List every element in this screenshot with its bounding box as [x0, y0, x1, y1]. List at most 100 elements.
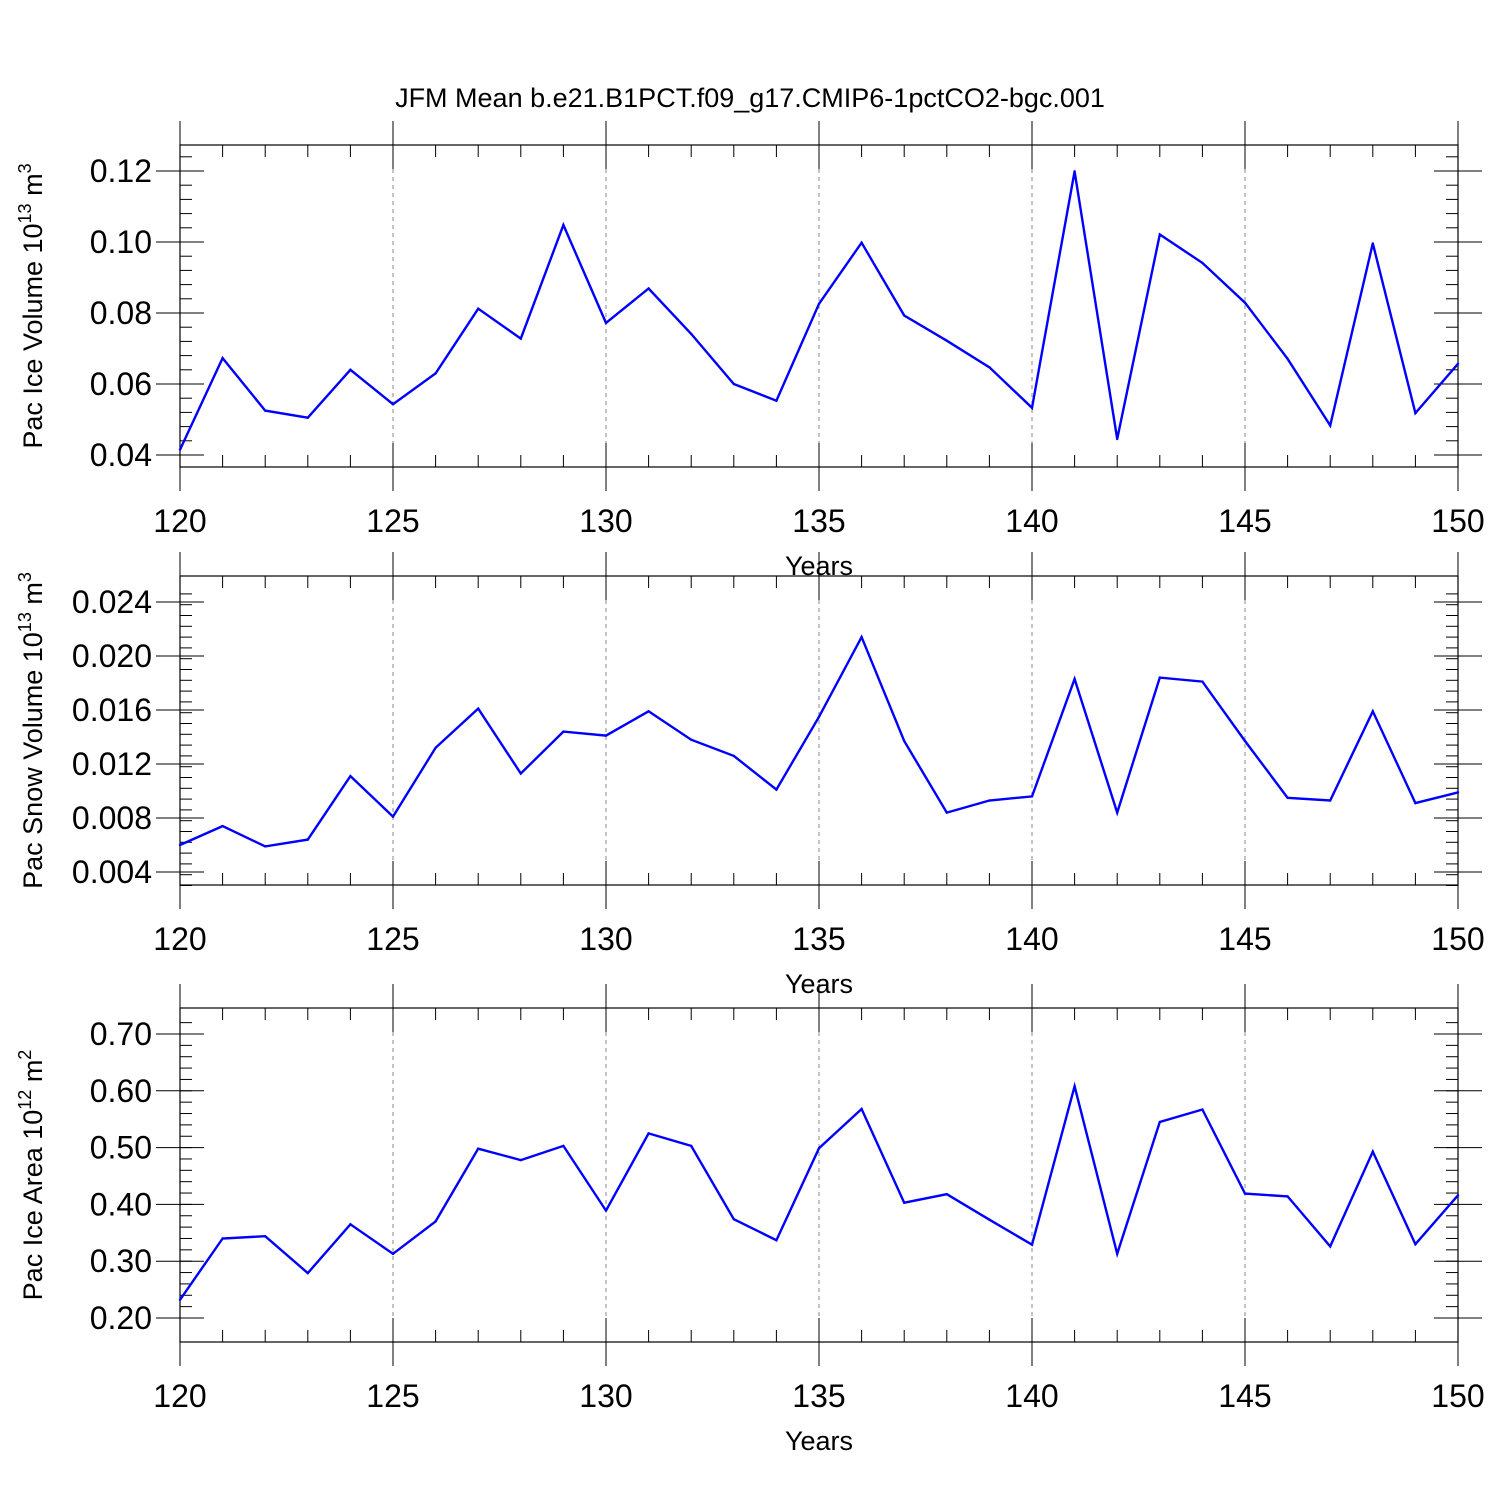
- data-point: [306, 416, 309, 419]
- y-tick-label: 0.50: [90, 1130, 152, 1166]
- data-point: [1030, 406, 1034, 409]
- data-point: [264, 409, 267, 412]
- data-point: [1073, 677, 1076, 681]
- y-tick-label: 0.20: [90, 1300, 152, 1336]
- x-tick-label: 120: [153, 1378, 206, 1414]
- data-point: [1286, 357, 1289, 360]
- x-axis-label: Years: [785, 1426, 853, 1456]
- data-point: [945, 811, 948, 814]
- data-point: [1073, 1085, 1076, 1088]
- data-point: [178, 1298, 182, 1302]
- chart-panel-1: 0.04 0.06 0.08 0.10 0.12 120 125 130 135 140 145 15…: [15, 121, 1485, 581]
- series-line: [178, 171, 1459, 451]
- data-point: [690, 738, 693, 741]
- data-point: [562, 1144, 565, 1148]
- x-tick-label: 135: [792, 503, 845, 539]
- data-point: [775, 788, 778, 791]
- data-point: [1371, 1150, 1375, 1153]
- data-point: [1201, 261, 1204, 265]
- data-point: [988, 799, 991, 802]
- x-tick-label: 145: [1218, 921, 1271, 957]
- data-point: [604, 734, 608, 737]
- data-point: [178, 448, 182, 451]
- data-point: [988, 1218, 991, 1221]
- data-point: [1116, 1252, 1119, 1256]
- x-tick-label: 140: [1005, 1378, 1058, 1414]
- y-tick-label: 0.020: [72, 638, 152, 674]
- data-point: [732, 382, 735, 386]
- data-point: [903, 314, 906, 317]
- data-point: [391, 403, 395, 406]
- data-point: [1243, 301, 1247, 304]
- data-point: [860, 241, 863, 244]
- x-tick-label: 125: [366, 503, 419, 539]
- x-tick-label: 135: [792, 921, 845, 957]
- x-tick-label: 140: [1005, 503, 1058, 539]
- data-point: [1073, 170, 1076, 173]
- data-point: [178, 843, 182, 847]
- data-point: [1286, 796, 1289, 799]
- y-tick-label: 0.70: [90, 1016, 152, 1052]
- data-point: [1414, 801, 1417, 805]
- data-point: [1243, 1192, 1247, 1195]
- data-point: [264, 1235, 267, 1238]
- x-tick-label: 125: [366, 921, 419, 957]
- data-point: [1243, 739, 1247, 743]
- data-point: [1414, 1242, 1417, 1246]
- data-point: [562, 730, 565, 733]
- y-tick-label: 0.06: [90, 366, 152, 402]
- data-point: [690, 332, 693, 336]
- data-point: [1371, 242, 1375, 245]
- y-tick-label: 0.008: [72, 800, 152, 836]
- x-tick-label: 150: [1431, 503, 1484, 539]
- data-point: [1371, 710, 1375, 713]
- data-point: [221, 1237, 224, 1240]
- y-tick-label: 0.012: [72, 746, 152, 782]
- data-point: [477, 707, 480, 710]
- data-point: [264, 845, 267, 848]
- data-point: [690, 1144, 693, 1148]
- data-point: [1116, 811, 1119, 814]
- x-tick-label: 145: [1218, 503, 1271, 539]
- data-point: [817, 715, 821, 718]
- data-point: [221, 356, 224, 360]
- y-tick-label: 0.024: [72, 584, 152, 620]
- data-point: [817, 302, 821, 305]
- data-point: [1414, 411, 1417, 415]
- data-point: [477, 307, 480, 310]
- x-tick-label: 130: [579, 921, 632, 957]
- data-point: [349, 774, 352, 778]
- y-tick-label: 0.60: [90, 1073, 152, 1109]
- data-point: [519, 772, 522, 775]
- data-point: [1329, 1245, 1332, 1248]
- data-point: [562, 223, 565, 227]
- x-tick-label: 135: [792, 1378, 845, 1414]
- data-point: [988, 366, 991, 369]
- data-point: [1329, 424, 1332, 427]
- x-tick-label: 150: [1431, 921, 1484, 957]
- data-point: [221, 824, 224, 828]
- data-point: [817, 1146, 821, 1150]
- data-point: [1116, 437, 1119, 441]
- x-tick-label: 130: [579, 503, 632, 539]
- x-tick-label: 130: [579, 1378, 632, 1414]
- data-point: [903, 739, 906, 743]
- data-point: [391, 1252, 395, 1256]
- data-point: [1158, 676, 1162, 679]
- y-tick-label: 0.30: [90, 1243, 152, 1279]
- data-point: [519, 1158, 522, 1162]
- data-point: [434, 1220, 437, 1223]
- data-point: [945, 1192, 948, 1196]
- data-point: [732, 1217, 735, 1221]
- data-point: [306, 838, 309, 841]
- figure-title: JFM Mean b.e21.B1PCT.f09_g17.CMIP6-1pctC…: [395, 83, 1105, 113]
- chart-panel-2: 0.004 0.008 0.012 0.016 0.020 0.024 120 125 130 1…: [15, 552, 1485, 999]
- data-point: [775, 1238, 778, 1242]
- y-tick-label: 0.016: [72, 692, 152, 728]
- data-point: [647, 710, 650, 713]
- x-tick-label: 140: [1005, 921, 1058, 957]
- data-point: [391, 815, 395, 818]
- data-point: [1286, 1195, 1289, 1198]
- x-tick-label: 145: [1218, 1378, 1271, 1414]
